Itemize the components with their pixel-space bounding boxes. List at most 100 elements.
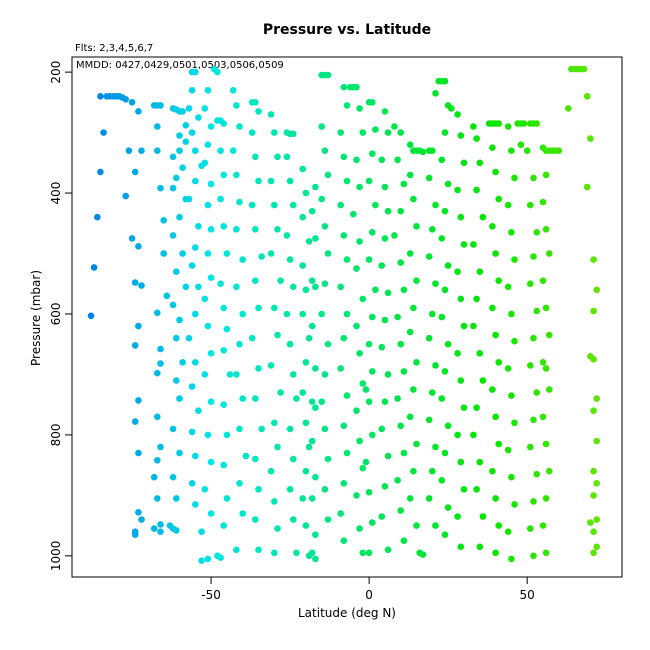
data-point: [539, 359, 547, 366]
data-point: [321, 223, 329, 230]
data-point: [508, 229, 515, 236]
data-point: [381, 316, 389, 324]
data-point: [530, 416, 537, 424]
data-point: [527, 443, 534, 451]
data-point: [369, 519, 376, 526]
data-point: [160, 250, 167, 257]
y-tick-label: 1000: [49, 541, 63, 572]
data-point: [182, 138, 190, 145]
data-point: [489, 223, 496, 230]
data-point: [324, 250, 332, 257]
data-point: [308, 277, 316, 285]
data-point: [441, 531, 449, 538]
data-point: [511, 419, 518, 427]
data-point: [318, 123, 326, 130]
flights-label: Flts: 2,3,4,5,6,7: [75, 43, 153, 54]
data-point: [384, 371, 392, 378]
data-point: [530, 498, 537, 505]
data-point: [410, 467, 417, 475]
data-point: [394, 395, 401, 402]
data-point: [489, 467, 496, 475]
data-point: [318, 195, 326, 203]
data-point: [365, 340, 373, 348]
data-point: [169, 232, 177, 239]
data-point: [169, 473, 177, 481]
data-point: [590, 407, 597, 415]
data-point: [312, 473, 319, 481]
data-point: [460, 322, 468, 330]
data-point: [154, 369, 161, 377]
data-point: [188, 129, 196, 136]
data-point: [290, 455, 297, 463]
data-point: [135, 509, 142, 516]
data-point: [406, 141, 414, 148]
data-point: [369, 229, 376, 236]
data-point: [100, 129, 107, 136]
data-point: [508, 555, 515, 563]
data-point: [546, 467, 553, 475]
data-point: [378, 156, 386, 164]
data-point: [476, 350, 484, 357]
data-point: [397, 422, 405, 430]
data-point: [457, 295, 465, 303]
data-point: [204, 250, 212, 257]
data-point: [530, 174, 537, 182]
data-point: [359, 549, 367, 557]
data-point: [179, 164, 186, 171]
data-point: [229, 147, 237, 154]
data-point: [312, 404, 319, 412]
data-point: [590, 256, 597, 263]
data-point: [410, 195, 417, 203]
data-point: [587, 519, 594, 526]
data-point: [457, 213, 465, 221]
data-point: [369, 431, 376, 439]
data-point: [274, 443, 281, 451]
data-point: [207, 350, 215, 357]
data-point: [258, 253, 266, 260]
data-point: [470, 241, 477, 248]
y-tick-label: 200: [49, 61, 63, 84]
data-point: [495, 195, 503, 203]
data-point: [378, 513, 386, 520]
x-axis-label: Latitude (deg N): [298, 606, 396, 620]
data-point: [135, 243, 142, 250]
data-point: [220, 347, 227, 354]
data-point: [277, 389, 284, 396]
data-point: [527, 201, 534, 209]
data-point: [176, 316, 183, 324]
data-point: [406, 328, 414, 336]
y-tick-label: 600: [49, 303, 63, 326]
data-point: [198, 528, 205, 535]
data-point: [204, 87, 212, 94]
data-point: [523, 147, 531, 154]
data-point: [302, 467, 310, 475]
data-point: [372, 201, 379, 209]
data-point: [337, 201, 345, 209]
data-point: [239, 510, 246, 517]
data-point: [255, 108, 262, 115]
data-point: [308, 495, 316, 502]
data-point: [495, 522, 503, 529]
data-point: [353, 492, 360, 499]
data-point: [188, 87, 196, 94]
data-point: [154, 457, 161, 464]
data-point: [293, 549, 300, 557]
data-point: [391, 123, 398, 130]
data-point: [384, 452, 392, 460]
data-point: [305, 334, 313, 342]
data-point: [590, 492, 597, 499]
data-point: [242, 452, 250, 460]
data-point: [476, 543, 484, 551]
data-point: [429, 467, 436, 475]
data-point: [460, 159, 468, 167]
data-point: [489, 386, 496, 393]
data-point: [157, 521, 164, 528]
data-point: [154, 495, 161, 502]
x-tick-label: -50: [201, 588, 221, 602]
data-point: [204, 141, 212, 148]
data-point: [438, 156, 446, 164]
data-point: [207, 510, 215, 517]
data-point: [580, 65, 588, 73]
data-point: [312, 531, 319, 538]
data-point: [290, 371, 297, 378]
